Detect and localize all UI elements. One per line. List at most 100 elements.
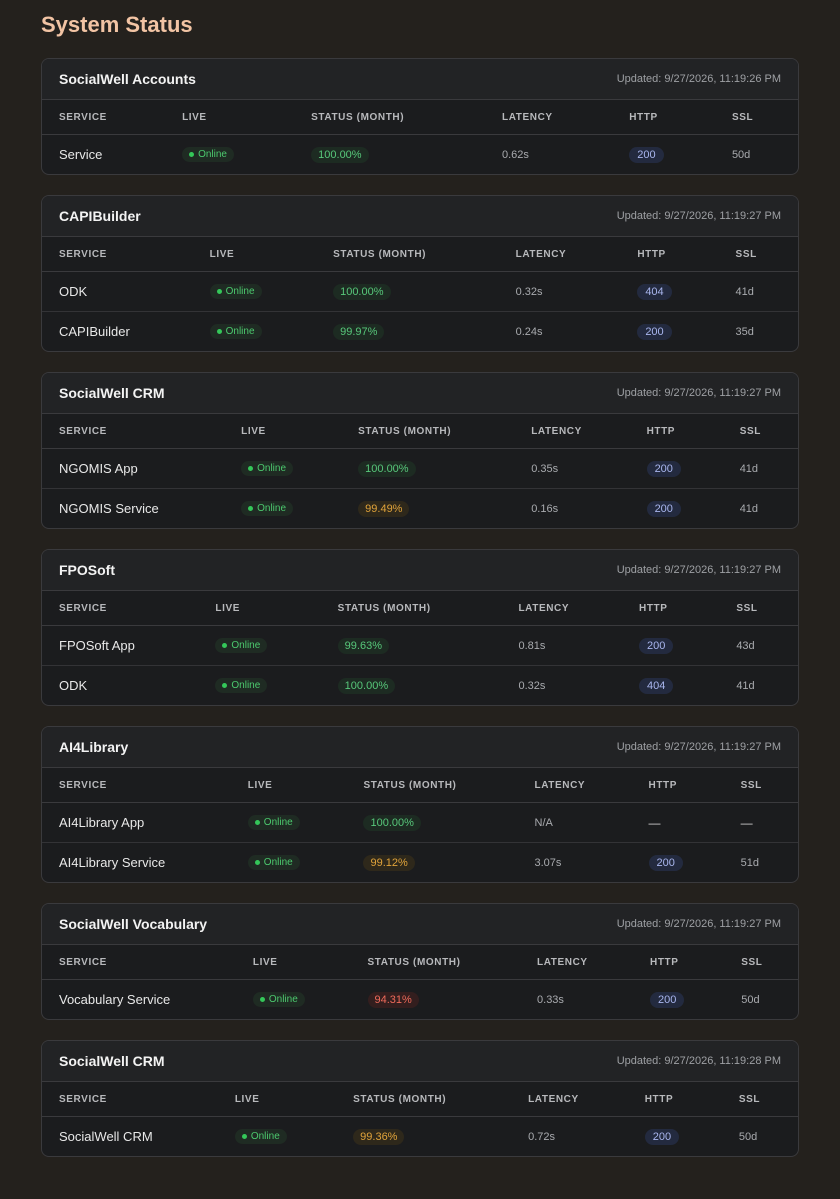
column-header-status: STATUS (MONTH): [346, 768, 518, 803]
ssl-days-value: 43d: [719, 625, 798, 666]
card-header: CAPIBuilder Updated: 9/27/2026, 11:19:27 …: [42, 196, 798, 237]
card-header: SocialWell Vocabulary Updated: 9/27/2026,…: [42, 904, 798, 945]
card-header: SocialWell Accounts Updated: 9/27/2026, 1…: [42, 59, 798, 100]
service-name: NGOMIS Service: [59, 501, 159, 516]
online-dot-icon: [216, 329, 222, 334]
table-row: AI4Library App Online 100.00% N/A — —: [42, 802, 798, 843]
column-header-status: STATUS (MONTH): [341, 414, 515, 449]
http-cell: 200: [622, 625, 720, 666]
latency-value: 0.62s: [502, 148, 529, 161]
live-status-label: Online: [268, 994, 298, 1005]
group-name: AI4Library: [59, 739, 129, 755]
column-header-live: LIVE: [217, 1082, 337, 1117]
table-row: Service Online 100.00% 0.62s 200 50d: [42, 135, 798, 175]
uptime-badge: 100.00%: [337, 677, 396, 694]
latency-value: 0.35s: [514, 448, 630, 489]
column-header-service: SERVICE: [42, 414, 225, 449]
live-status-label: Online: [263, 817, 293, 828]
http-code-badge: 200: [646, 500, 681, 517]
column-header-live: LIVE: [192, 237, 317, 272]
column-header-status: STATUS (MONTH): [320, 591, 502, 626]
live-status-label: Online: [225, 326, 255, 337]
status-cell: 100.00%: [341, 448, 515, 489]
column-header-latency: LATENCY: [498, 237, 621, 272]
uptime-badge: 99.63%: [337, 637, 389, 654]
status-cell: 99.97%: [316, 312, 499, 352]
http-code-badge: 200: [637, 323, 672, 340]
updated-timestamp: Updated: 9/27/2026, 11:19:27 PM: [616, 564, 781, 576]
ssl-days-value: 41d: [718, 271, 798, 312]
http-code-badge: 404: [637, 283, 672, 300]
latency-value: 0.72s: [528, 1130, 556, 1143]
table-header-row: SERVICE LIVE STATUS (MONTH) LATENCY HTTP SSL: [42, 100, 798, 135]
live-cell: Online: [231, 843, 347, 883]
column-header-latency: LATENCY: [514, 414, 630, 449]
table-row: ODK Online 100.00% 0.32s 404 41d: [42, 666, 798, 706]
live-status-label: Online: [257, 503, 287, 514]
table-header-row: SERVICE LIVE STATUS (MONTH) LATENCY HTTP SSL: [42, 237, 798, 272]
table-row: CAPIBuilder Online 99.97% 0.24s 200 35d: [42, 312, 798, 352]
live-cell: Online: [198, 666, 320, 706]
table-header-row: SERVICE LIVE STATUS (MONTH) LATENCY HTTP SSL: [42, 591, 798, 626]
ssl-days-value: 35d: [735, 325, 754, 338]
column-header-status: STATUS (MONTH): [316, 237, 499, 272]
live-status-badge: Online: [215, 638, 268, 653]
status-groups: SocialWell Accounts Updated: 9/27/2026, 1…: [41, 58, 799, 1157]
online-dot-icon: [222, 643, 228, 648]
table-header-row: SERVICE LIVE STATUS (MONTH) LATENCY HTTP SSL: [42, 1082, 798, 1117]
column-header-http: HTTP: [633, 945, 725, 980]
column-header-live: LIVE: [230, 768, 347, 803]
uptime-badge: 99.97%: [333, 323, 385, 340]
latency-value: 0.81s: [501, 625, 623, 666]
updated-timestamp: Updated: 9/27/2026, 11:19:28 PM: [616, 1055, 781, 1067]
live-status-label: Online: [257, 463, 287, 474]
http-cell: 200: [632, 843, 724, 883]
live-status-badge: Online: [182, 147, 234, 162]
ssl-days-value: 51d: [740, 856, 759, 869]
http-cell: 200: [612, 135, 715, 175]
live-cell: Online: [224, 448, 342, 489]
column-header-latency: LATENCY: [501, 591, 623, 626]
live-status-badge: Online: [252, 992, 305, 1007]
live-status-label: Online: [250, 1131, 280, 1142]
latency-value: N/A: [517, 802, 632, 843]
online-dot-icon: [216, 289, 222, 294]
column-header-ssl: SSL: [719, 591, 798, 626]
status-cell: 100.00%: [294, 135, 485, 175]
status-cell: 100.00%: [346, 802, 518, 843]
live-cell: Online: [236, 980, 351, 1020]
live-cell: Online: [192, 271, 317, 312]
services-table: SERVICE LIVE STATUS (MONTH) LATENCY HTTP SSL V…: [42, 945, 798, 1019]
service-name: SocialWell CRM: [59, 1129, 153, 1144]
status-card: SocialWell CRM Updated: 9/27/2026, 11:19:…: [41, 1040, 799, 1157]
live-status-label: Online: [225, 286, 255, 297]
ssl-days-value: 50d: [731, 148, 751, 161]
table-row: Vocabulary Service Online 94.31% 0.33s 200 50…: [42, 980, 798, 1020]
column-header-http: HTTP: [629, 414, 723, 449]
column-header-latency: LATENCY: [517, 768, 632, 803]
status-card: SocialWell CRM Updated: 9/27/2026, 11:19:…: [41, 372, 799, 529]
online-dot-icon: [241, 1134, 247, 1139]
updated-timestamp: Updated: 9/27/2026, 11:19:27 PM: [616, 387, 781, 399]
status-cell: 100.00%: [321, 666, 502, 706]
http-code-badge: 404: [639, 677, 674, 694]
status-cell: 94.31%: [351, 980, 521, 1020]
online-dot-icon: [259, 997, 265, 1002]
column-header-http: HTTP: [620, 237, 719, 272]
table-row: NGOMIS App Online 100.00% 0.35s 200 41d: [42, 448, 798, 489]
group-name: FPOSoft: [59, 562, 115, 578]
status-cell: 99.49%: [341, 489, 514, 529]
latency-value: 0.24s: [515, 325, 543, 338]
column-header-http: HTTP: [622, 591, 720, 626]
ssl-days-value: 50d: [738, 1130, 758, 1143]
column-header-service: SERVICE: [42, 768, 231, 803]
latency-value: 0.33s: [537, 993, 564, 1006]
live-status-badge: Online: [234, 1129, 287, 1144]
page-title: System Status: [41, 12, 193, 37]
uptime-badge: 99.36%: [353, 1128, 405, 1145]
updated-timestamp: Updated: 9/27/2026, 11:19:27 PM: [616, 210, 781, 222]
http-code-badge: 200: [650, 991, 685, 1008]
ssl-days-value: 50d: [741, 993, 760, 1006]
column-header-service: SERVICE: [42, 1082, 218, 1117]
table-header-row: SERVICE LIVE STATUS (MONTH) LATENCY HTTP SSL: [42, 945, 798, 980]
